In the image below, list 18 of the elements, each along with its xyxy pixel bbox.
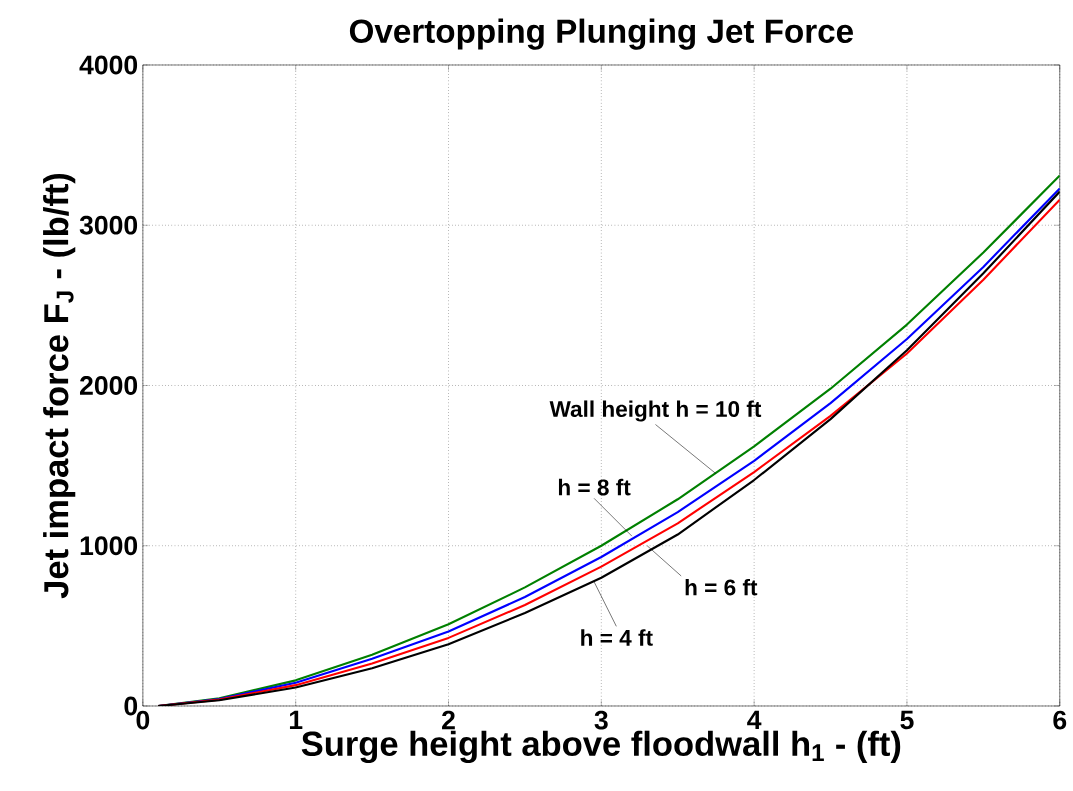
- x-tick-label: 4: [747, 710, 762, 729]
- annotation: h = 6 ft: [685, 578, 758, 596]
- x-tick-label: 2: [442, 710, 455, 730]
- x-tick-label: 6: [1053, 710, 1067, 730]
- x-tick-label: 5: [900, 710, 914, 730]
- annotation: Wall height h = 10 ft: [549, 400, 762, 422]
- x-tick-label: 1: [289, 710, 303, 729]
- y-tick-label: 0: [124, 696, 138, 716]
- x-axis-title: Surge height above floodwall h$_{1}$ - (ft): [301, 730, 901, 764]
- y-tick-label: 2000: [79, 376, 138, 395]
- y-tick-label: 3000: [79, 215, 138, 235]
- y-tick-label: 1000: [80, 536, 138, 556]
- chart-title: Overtopping Plunging Jet Force: [349, 18, 853, 50]
- x-tick-label: 3: [594, 710, 608, 730]
- y-tick-label: 4000: [79, 55, 138, 75]
- y-axis-title: Jet impact force F$_{J}$ - (lb/ft): [43, 173, 76, 599]
- annotation: h = 4 ft: [581, 629, 653, 646]
- annotation: h = 8 ft: [558, 478, 631, 496]
